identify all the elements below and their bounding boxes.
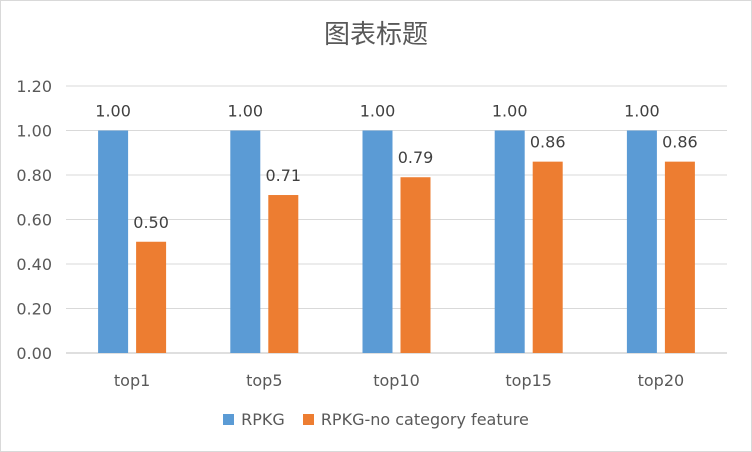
bars (98, 130, 695, 353)
bar-top10-series-1 (400, 177, 431, 353)
data-label: 1.00 (227, 102, 263, 121)
bar-top1-series-0 (98, 130, 129, 353)
chart-title: 图表标题 (323, 20, 428, 50)
legend-swatch-rpkg (223, 414, 235, 425)
x-tick-label: top5 (246, 371, 282, 390)
legend-item-rpkg: RPKG (223, 410, 285, 429)
gridlines (66, 85, 727, 354)
data-label: 1.00 (624, 102, 660, 121)
y-tick-label: 1.20 (16, 77, 52, 96)
bar-top15-series-0 (494, 130, 525, 353)
bar-top5-series-1 (268, 195, 299, 353)
y-tick-label: 0.20 (16, 300, 52, 319)
bar-top1-series-1 (136, 241, 167, 353)
data-label: 0.86 (662, 133, 698, 152)
y-axis-ticks: 0.00 0.20 0.40 0.60 0.80 1.00 1.20 (16, 77, 52, 363)
data-label: 1.00 (360, 102, 396, 121)
legend: RPKG RPKG-no category feature (0, 410, 752, 429)
y-tick-label: 0.80 (16, 166, 52, 185)
data-label: 1.00 (492, 102, 528, 121)
legend-label-rpkg-no-category: RPKG-no category feature (320, 410, 529, 429)
x-tick-label: top10 (373, 371, 420, 390)
legend-item-rpkg-no-category: RPKG-no category feature (302, 410, 529, 429)
bar-top5-series-0 (230, 130, 261, 353)
bar-top15-series-1 (532, 161, 563, 353)
data-label: 0.50 (133, 213, 169, 232)
y-tick-label: 0.60 (16, 211, 52, 230)
data-label: 1.00 (95, 102, 131, 121)
y-tick-label: 0.40 (16, 255, 52, 274)
legend-swatch-rpkg-no-category (302, 414, 314, 425)
legend-label-rpkg: RPKG (241, 410, 285, 429)
data-label: 0.79 (398, 148, 434, 167)
x-axis-ticks: top1 top5 top10 top15 top20 (114, 371, 684, 390)
y-tick-label: 1.00 (16, 122, 52, 141)
data-label: 0.86 (530, 133, 566, 152)
y-tick-label: 0.00 (16, 344, 52, 363)
bar-top20-series-0 (626, 130, 657, 353)
x-tick-label: top15 (505, 371, 552, 390)
bar-top10-series-0 (362, 130, 393, 353)
bar-chart: 0.00 0.20 0.40 0.60 0.80 1.00 1.20 1.00 0.50 1.0… (16, 77, 727, 390)
data-labels: 1.000.501.000.711.000.791.000.861.000.86 (95, 102, 697, 232)
x-tick-label: top1 (114, 371, 150, 390)
data-label: 0.71 (265, 166, 301, 185)
x-tick-label: top20 (638, 371, 685, 390)
bar-top20-series-1 (664, 161, 695, 353)
